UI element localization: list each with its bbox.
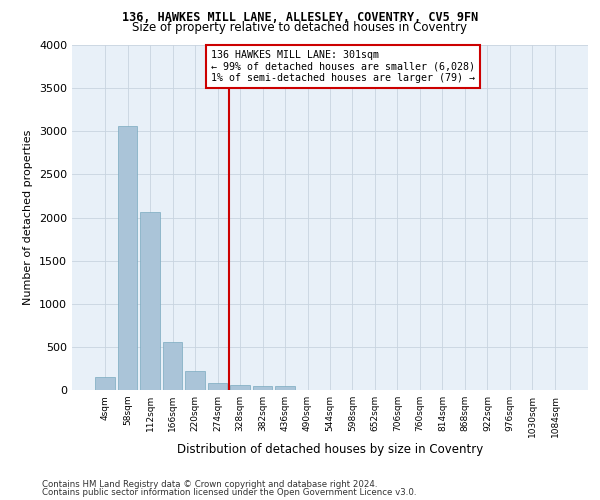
Text: 136 HAWKES MILL LANE: 301sqm
← 99% of detached houses are smaller (6,028)
1% of : 136 HAWKES MILL LANE: 301sqm ← 99% of de…: [211, 50, 475, 84]
Bar: [275, 386, 295, 390]
Bar: [253, 386, 272, 390]
Bar: [185, 372, 205, 390]
Text: Contains HM Land Registry data © Crown copyright and database right 2024.: Contains HM Land Registry data © Crown c…: [42, 480, 377, 489]
Bar: [230, 385, 250, 390]
Bar: [208, 382, 227, 390]
Text: Contains public sector information licensed under the Open Government Licence v3: Contains public sector information licen…: [42, 488, 416, 497]
Text: 136, HAWKES MILL LANE, ALLESLEY, COVENTRY, CV5 9FN: 136, HAWKES MILL LANE, ALLESLEY, COVENTR…: [122, 11, 478, 24]
Bar: [118, 126, 137, 390]
Bar: [163, 342, 182, 390]
X-axis label: Distribution of detached houses by size in Coventry: Distribution of detached houses by size …: [177, 442, 483, 456]
Bar: [95, 377, 115, 390]
Text: Size of property relative to detached houses in Coventry: Size of property relative to detached ho…: [133, 22, 467, 35]
Bar: [140, 212, 160, 390]
Y-axis label: Number of detached properties: Number of detached properties: [23, 130, 34, 305]
